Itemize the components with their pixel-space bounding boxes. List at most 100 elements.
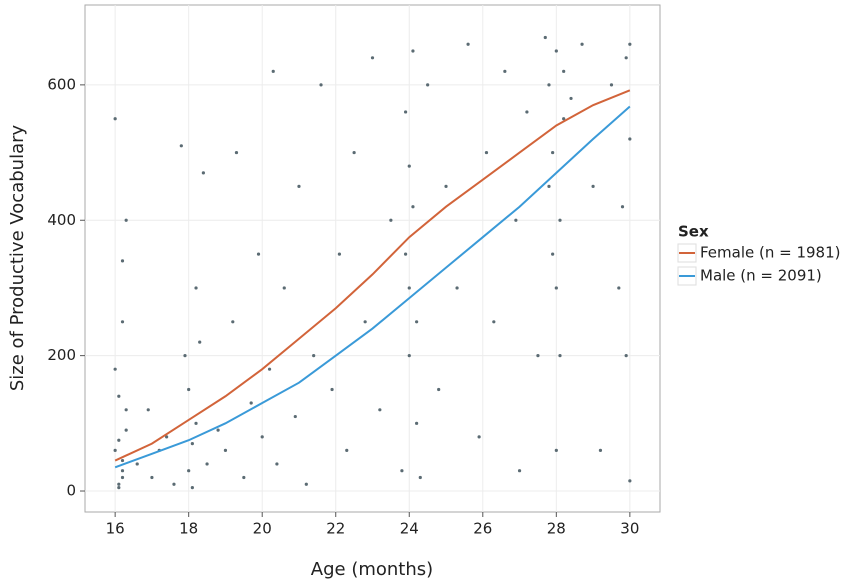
y-axis-label: Size of Productive Vocabulary bbox=[7, 125, 28, 392]
data-point bbox=[165, 435, 169, 439]
data-point bbox=[183, 354, 187, 358]
data-point bbox=[363, 320, 367, 324]
data-point bbox=[554, 286, 558, 290]
data-point bbox=[562, 117, 566, 121]
data-point bbox=[403, 252, 408, 256]
x-axis-label: Age (months) bbox=[311, 559, 433, 580]
data-point bbox=[617, 286, 621, 290]
y-tick-label: 200 bbox=[47, 346, 76, 364]
data-point bbox=[370, 56, 375, 60]
x-tick-label: 22 bbox=[326, 520, 345, 538]
data-point bbox=[345, 448, 349, 453]
x-tick-label: 28 bbox=[547, 520, 566, 538]
y-tick-label: 400 bbox=[47, 211, 76, 229]
data-point bbox=[551, 252, 555, 256]
data-point bbox=[117, 438, 121, 442]
x-tick-label: 30 bbox=[620, 520, 639, 538]
data-point bbox=[194, 421, 198, 425]
data-point bbox=[492, 320, 496, 324]
data-point bbox=[455, 286, 459, 290]
data-point bbox=[120, 475, 125, 480]
x-tick-label: 26 bbox=[473, 520, 492, 538]
data-point bbox=[554, 448, 558, 453]
data-point bbox=[242, 475, 246, 480]
data-point bbox=[201, 171, 205, 175]
data-point bbox=[260, 435, 264, 439]
data-point bbox=[444, 184, 448, 189]
data-point bbox=[352, 150, 356, 155]
legend-label: Female (n = 1981) bbox=[700, 244, 841, 262]
data-point bbox=[120, 458, 125, 463]
data-point bbox=[598, 448, 603, 453]
data-point bbox=[190, 442, 194, 446]
data-point bbox=[415, 421, 419, 425]
data-point bbox=[124, 218, 128, 222]
data-point bbox=[337, 252, 342, 256]
data-point bbox=[187, 387, 191, 392]
data-point bbox=[514, 218, 518, 222]
data-point bbox=[426, 83, 430, 87]
data-point bbox=[407, 164, 411, 168]
data-point bbox=[503, 69, 507, 73]
data-point bbox=[293, 414, 297, 419]
data-point bbox=[187, 469, 191, 473]
data-point bbox=[554, 49, 558, 53]
data-point bbox=[389, 218, 393, 222]
data-point bbox=[124, 408, 128, 412]
data-point bbox=[418, 475, 422, 480]
data-point bbox=[403, 110, 408, 114]
data-point bbox=[216, 428, 220, 432]
data-point bbox=[628, 479, 632, 483]
data-point bbox=[319, 83, 323, 87]
data-point bbox=[297, 184, 301, 189]
data-point bbox=[330, 387, 334, 392]
data-point bbox=[411, 49, 415, 53]
data-point bbox=[150, 475, 154, 480]
data-point bbox=[551, 150, 555, 155]
data-point bbox=[591, 184, 595, 189]
data-point bbox=[378, 408, 382, 412]
data-point bbox=[256, 252, 261, 256]
data-point bbox=[190, 486, 194, 490]
data-point bbox=[517, 469, 522, 473]
data-point bbox=[234, 150, 239, 155]
data-point bbox=[113, 117, 117, 121]
legend-title: Sex bbox=[678, 223, 709, 241]
trend-line bbox=[114, 105, 631, 469]
data-point bbox=[558, 354, 562, 358]
data-point bbox=[312, 354, 316, 358]
data-point bbox=[124, 428, 128, 432]
data-point bbox=[569, 96, 573, 101]
data-point bbox=[620, 205, 625, 209]
data-point bbox=[117, 394, 121, 398]
x-tick-label: 16 bbox=[106, 520, 125, 538]
data-point bbox=[275, 462, 279, 466]
data-point bbox=[198, 340, 202, 344]
data-point bbox=[117, 482, 121, 486]
data-point bbox=[525, 110, 529, 114]
data-point bbox=[120, 469, 125, 473]
data-point bbox=[547, 83, 551, 87]
data-point bbox=[117, 486, 121, 490]
data-point bbox=[194, 286, 198, 290]
y-tick-label: 0 bbox=[66, 482, 76, 500]
data-point bbox=[415, 320, 419, 324]
data-point bbox=[558, 218, 562, 222]
data-point bbox=[120, 320, 125, 324]
x-tick-label: 24 bbox=[400, 520, 419, 538]
data-point bbox=[231, 320, 235, 324]
data-point bbox=[437, 387, 441, 392]
data-point bbox=[466, 42, 470, 46]
x-tick-label: 20 bbox=[253, 520, 272, 538]
data-point bbox=[282, 286, 286, 290]
data-point bbox=[223, 448, 228, 453]
data-point bbox=[624, 56, 628, 60]
trend-line bbox=[114, 89, 631, 462]
data-point bbox=[477, 435, 481, 439]
legend-label: Male (n = 2091) bbox=[700, 267, 822, 285]
data-point bbox=[179, 144, 183, 148]
data-point bbox=[120, 259, 125, 263]
data-point bbox=[624, 354, 628, 358]
data-point bbox=[628, 42, 632, 46]
